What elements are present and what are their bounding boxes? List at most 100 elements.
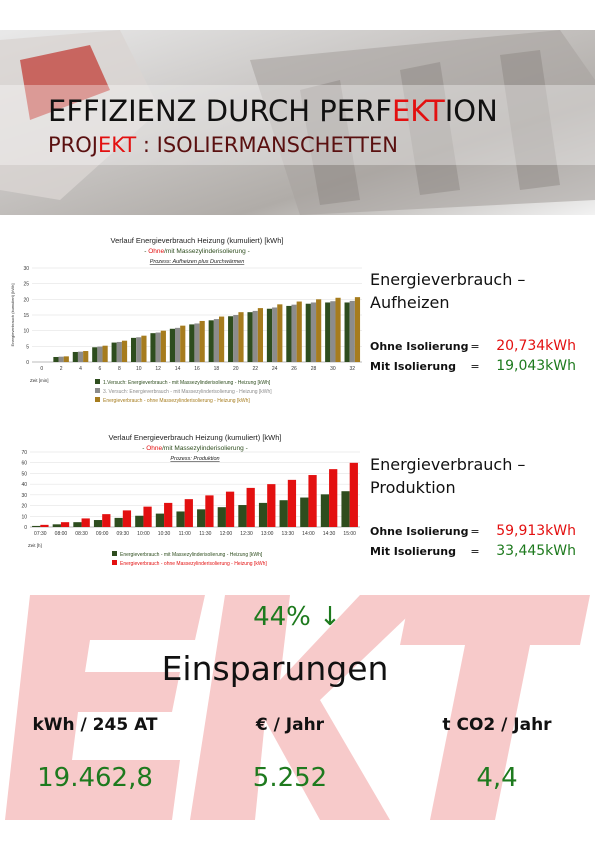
row-label: Ohne Isolierung	[370, 525, 468, 538]
bar	[219, 316, 225, 362]
bar	[72, 351, 78, 362]
bar	[349, 300, 355, 362]
bar	[121, 340, 128, 362]
x-tick-label: 09:00	[96, 531, 109, 537]
x-tick-label: 10:30	[158, 531, 171, 537]
x-tick-label: 30	[330, 366, 336, 372]
legend-swatch	[112, 551, 117, 556]
x-tick-label: 22	[252, 366, 258, 372]
savings-label: kWh / 245 AT	[32, 715, 157, 735]
x-tick-label: 12	[155, 366, 161, 372]
savings-columns: kWh / 245 AT 19.462,8 € / Jahr 5.252 t CO2 /…	[32, 715, 552, 793]
x-tick-label: 07:30	[34, 531, 47, 537]
bar	[238, 505, 247, 527]
banner	[0, 30, 595, 215]
bar	[272, 307, 278, 362]
bar	[217, 507, 226, 527]
legend-label: Energieverbrauch - ohne Massezylinderiso…	[103, 398, 250, 404]
row-label: Ohne Isolierung	[370, 340, 468, 353]
bar	[320, 494, 330, 527]
bar	[184, 499, 193, 527]
x-tick-label: 14	[175, 366, 181, 372]
bar	[286, 305, 292, 362]
x-tick-label: 14:30	[323, 531, 336, 537]
row-sign: =	[470, 360, 479, 373]
x-tick-label: 12:30	[240, 531, 253, 537]
subtitle-part: EKT	[98, 133, 136, 157]
x-axis-label: Zeit [min]	[30, 378, 49, 383]
x-tick-label: 4	[79, 366, 82, 372]
bar	[141, 335, 147, 362]
bar	[279, 500, 288, 527]
x-tick-label: 32	[350, 366, 356, 372]
row-value: 33,445kWh	[496, 543, 576, 559]
legend-swatch	[95, 388, 100, 393]
y-tick-label: 20	[21, 504, 27, 510]
x-tick-label: 26	[291, 366, 297, 372]
subtitle-part: /mit Massezylinderisolierung -	[162, 445, 248, 452]
y-tick-label: 25	[23, 282, 29, 288]
savings-percent: 44% ↓	[253, 602, 341, 632]
y-tick-label: 50	[21, 471, 27, 477]
y-tick-label: 5	[26, 344, 29, 350]
chart: Verlauf Energieverbrauch Heizung (kumuli…	[10, 236, 362, 404]
bar	[169, 328, 175, 362]
bar	[291, 304, 297, 362]
y-tick-label: 30	[21, 493, 27, 499]
title-part: EKT	[392, 94, 445, 128]
bar	[52, 524, 61, 527]
bar	[341, 491, 350, 527]
y-tick-label: 40	[21, 482, 27, 488]
x-tick-label: 20	[233, 366, 239, 372]
bar	[175, 327, 181, 362]
x-tick-label: 08:30	[75, 531, 88, 537]
bar	[228, 316, 234, 362]
bar	[354, 297, 361, 362]
bar	[349, 462, 358, 527]
row-value: 19,043kWh	[496, 358, 576, 374]
bar	[267, 484, 276, 527]
x-tick-label: 16	[194, 366, 200, 372]
bar	[208, 320, 214, 362]
y-tick-label: 30	[23, 266, 29, 272]
legend-swatch	[95, 397, 100, 402]
bar	[335, 297, 341, 362]
bar	[92, 347, 98, 362]
bar	[189, 324, 195, 362]
y-tick-label: 20	[23, 297, 29, 303]
bar	[287, 479, 297, 527]
summary-heading: Aufheizen	[370, 293, 450, 312]
savings-heading: Einsparungen	[162, 649, 389, 688]
bar	[257, 308, 263, 362]
x-tick-label: 14:00	[302, 531, 315, 537]
summaries: Energieverbrauch – Aufheizen Ohne Isolieru…	[370, 270, 576, 559]
bar	[143, 506, 152, 527]
x-tick-label: 18	[214, 366, 220, 372]
x-tick-label: 24	[272, 366, 278, 372]
bar	[111, 342, 117, 362]
bar	[150, 333, 156, 362]
x-tick-label: 13:30	[282, 531, 295, 537]
x-tick-label: 2	[60, 366, 63, 372]
x-tick-label: 12:00	[220, 531, 233, 537]
x-axis-label: Zeit [h]	[28, 543, 42, 548]
chart-title: Verlauf Energieverbrauch Heizung (kumuli…	[109, 433, 282, 442]
bar	[180, 325, 186, 362]
bar	[266, 308, 273, 362]
bar	[325, 302, 331, 362]
row-sign: =	[470, 545, 479, 558]
chart-note: Prozess: Produktion	[170, 456, 219, 462]
y-tick-label: 0	[24, 525, 27, 531]
bar	[247, 312, 253, 362]
summary-heading: Produktion	[370, 478, 456, 497]
subtitle-part: /mit Massezylinderisolierung -	[164, 248, 250, 255]
bar	[155, 332, 161, 362]
bar	[194, 323, 200, 362]
bar	[63, 356, 69, 362]
bar	[73, 522, 82, 527]
bar	[40, 524, 49, 527]
row-value: 20,734kWh	[496, 338, 576, 354]
x-tick-label: 28	[311, 366, 317, 372]
y-tick-label: 10	[21, 514, 27, 520]
row-sign: =	[470, 525, 479, 538]
